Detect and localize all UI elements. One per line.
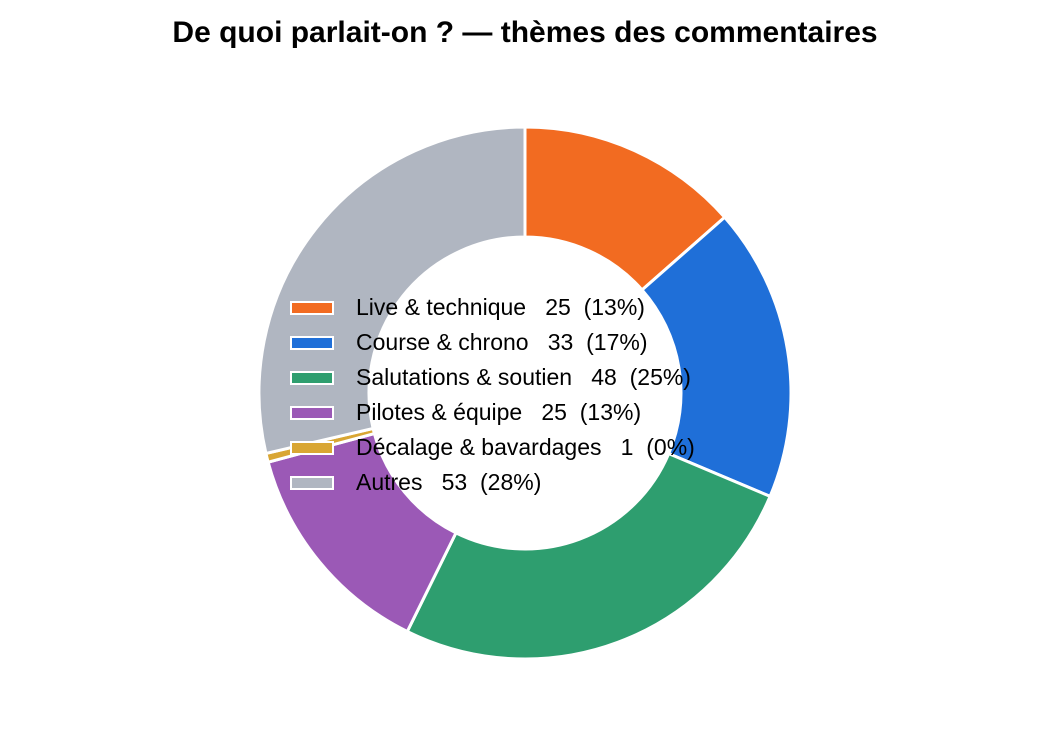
legend-label: Course & chrono 33 (17%) [356, 329, 648, 355]
legend-item: Live & technique 25 (13%) [290, 290, 695, 325]
legend-item: Autres 53 (28%) [290, 465, 695, 500]
chart-title: De quoi parlait-on ? — thèmes des commen… [172, 16, 878, 49]
legend-swatch [290, 300, 334, 315]
legend-label: Pilotes & équipe 25 (13%) [356, 399, 642, 425]
donut-slice-1 [639, 215, 793, 499]
legend-swatch [290, 475, 334, 490]
legend-item: Course & chrono 33 (17%) [290, 325, 695, 360]
legend-label: Décalage & bavardages 1 (0%) [356, 434, 695, 460]
legend-swatch [290, 335, 334, 350]
donut-slice-2 [405, 451, 773, 661]
legend-swatch [290, 405, 334, 420]
legend-swatch [290, 370, 334, 385]
legend-item: Salutations & soutien 48 (25%) [290, 360, 695, 395]
legend-swatch [290, 440, 334, 455]
legend-item: Décalage & bavardages 1 (0%) [290, 430, 695, 465]
legend-item: Pilotes & équipe 25 (13%) [290, 395, 695, 430]
legend-label: Salutations & soutien 48 (25%) [356, 364, 691, 390]
legend-label: Live & technique 25 (13%) [356, 294, 645, 320]
chart-legend: Live & technique 25 (13%) Course & chrono… [290, 290, 695, 500]
legend-label: Autres 53 (28%) [356, 469, 542, 495]
